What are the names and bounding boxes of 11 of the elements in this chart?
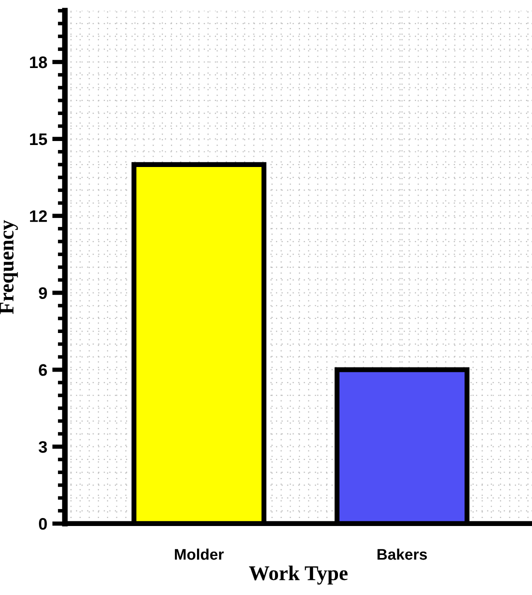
x-axis-title: Work Type [249,566,348,585]
y-tick-label: 6 [38,364,47,376]
y-tick-label: 0 [38,518,47,530]
y-tick-label: 15 [30,134,48,146]
y-tick-label: 9 [38,287,47,300]
y-tick-label: 3 [38,441,47,453]
x-tick-label: Bakers [378,548,427,560]
y-tick-label: 18 [30,56,48,68]
y-tick-label: 12 [30,210,47,222]
x-tick-label: Molder [174,548,224,560]
y-axis-title: Frequency [0,220,18,314]
